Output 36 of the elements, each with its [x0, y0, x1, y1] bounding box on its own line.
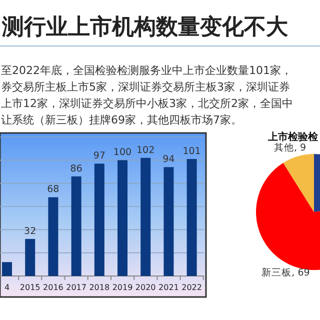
data-label: 101: [182, 146, 201, 158]
data-label: 94: [162, 154, 175, 166]
bar: [2, 262, 12, 276]
bar: [186, 159, 197, 276]
bar: [140, 158, 151, 276]
x-tick-label: 2021: [158, 283, 179, 292]
bar: [164, 167, 174, 276]
x-tick-label: 2020: [135, 283, 156, 292]
x-tick-label: 2019: [112, 283, 133, 292]
slice-label: 新三板: [262, 266, 292, 279]
slice-label: 其他: [274, 142, 294, 154]
text: 至2022年底，全国检验检测服务业中上市企业数量101家，: [1, 64, 292, 77]
x-tick-label: 2022: [182, 283, 202, 292]
data-label: 68: [47, 184, 60, 196]
chart-title: 上市检验检: [267, 131, 319, 143]
data-label: 32: [24, 226, 36, 237]
bar: [118, 160, 128, 276]
text: 让系统（新三板）挂牌69家，其他四板市场7家。: [1, 114, 242, 126]
data-label: 86: [70, 163, 82, 174]
text: 券交易所主板上市5家，深圳证券交易所主板3家，深圳证券: [1, 80, 290, 94]
data-label: , 9: [294, 142, 306, 154]
x-tick-label: 2015: [20, 283, 40, 292]
data-label: 102: [136, 144, 155, 156]
data-label: 97: [93, 150, 106, 162]
data-label: , 69: [292, 268, 310, 279]
bar: [71, 176, 82, 276]
x-tick-label: 4: [4, 283, 10, 292]
x-tick-label: 2016: [43, 283, 64, 292]
chart-title: 测行业上市机构数量变化不大: [1, 14, 289, 40]
text: 上市12家，深圳证券交易所中小板3家，北交所2家，全国中: [1, 97, 293, 110]
x-tick-label: 2018: [89, 283, 110, 292]
x-tick-label: 2017: [66, 283, 86, 292]
bar: [48, 197, 58, 276]
data-label: 100: [113, 147, 132, 158]
bar: [94, 164, 104, 276]
bar: [25, 238, 36, 276]
